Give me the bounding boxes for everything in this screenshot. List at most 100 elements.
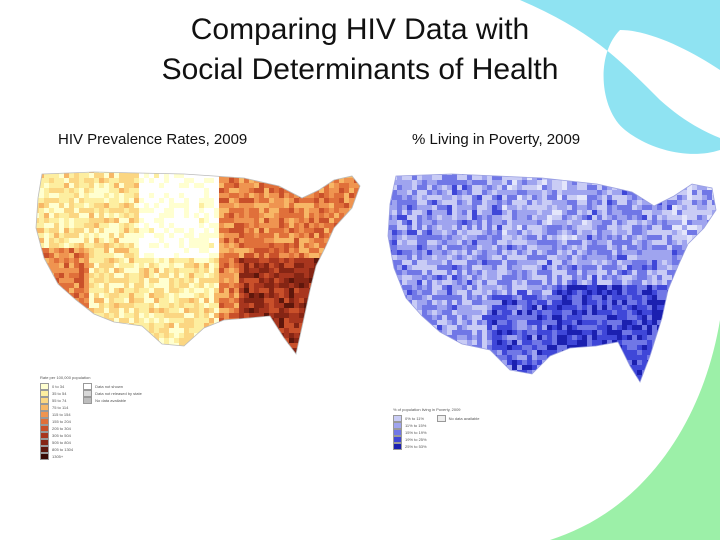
hiv-county-cell (209, 218, 214, 223)
poverty-county-cell (382, 170, 387, 175)
hiv-county-cell (344, 298, 349, 303)
hiv-county-cell (59, 348, 64, 353)
hiv-county-cell (259, 248, 264, 253)
poverty-county-cell (502, 305, 507, 310)
hiv-county-cell (154, 318, 159, 323)
poverty-county-cell (532, 320, 537, 325)
poverty-county-cell (482, 310, 487, 315)
hiv-county-cell (179, 338, 184, 343)
poverty-county-cell (417, 285, 422, 290)
hiv-county-cell (74, 273, 79, 278)
hiv-county-cell (314, 313, 319, 318)
poverty-county-cell (467, 270, 472, 275)
hiv-county-cell (264, 238, 269, 243)
hiv-county-cell (169, 193, 174, 198)
hiv-county-cell (279, 233, 284, 238)
poverty-county-cell (697, 235, 702, 240)
poverty-county-cell (512, 275, 517, 280)
hiv-county-cell (269, 328, 274, 333)
hiv-county-cell (309, 353, 314, 354)
hiv-county-cell (259, 303, 264, 308)
hiv-county-cell (169, 188, 174, 193)
poverty-county-cell (602, 195, 607, 200)
hiv-county-cell (64, 198, 69, 203)
hiv-county-cell (89, 308, 94, 313)
poverty-county-cell (457, 310, 462, 315)
poverty-county-cell (692, 300, 697, 305)
poverty-county-cell (392, 215, 397, 220)
hiv-county-cell (164, 348, 169, 353)
poverty-county-cell (482, 180, 487, 185)
poverty-county-cell (432, 310, 437, 315)
poverty-county-cell (537, 300, 542, 305)
hiv-county-cell (354, 218, 359, 223)
hiv-county-cell (124, 263, 129, 268)
hiv-county-cell (94, 263, 99, 268)
poverty-county-cell (552, 220, 557, 225)
hiv-county-cell (349, 243, 354, 248)
hiv-county-cell (154, 333, 159, 338)
hiv-county-cell (324, 283, 329, 288)
hiv-county-cell (304, 183, 309, 188)
poverty-county-cell (502, 320, 507, 325)
poverty-county-cell (388, 255, 392, 260)
hiv-county-cell (284, 208, 289, 213)
poverty-county-cell (707, 320, 712, 325)
poverty-county-cell (562, 315, 567, 320)
hiv-county-cell (109, 248, 114, 253)
hiv-county-cell (359, 288, 360, 293)
hiv-county-cell (59, 318, 64, 323)
hiv-county-cell (154, 193, 159, 198)
poverty-county-cell (547, 210, 552, 215)
hiv-county-cell (199, 283, 204, 288)
hiv-county-cell (79, 218, 84, 223)
poverty-county-cell (517, 195, 522, 200)
hiv-county-cell (284, 228, 289, 233)
hiv-county-cell (309, 323, 314, 328)
hiv-county-cell (239, 313, 244, 318)
hiv-county-cell (164, 353, 169, 354)
hiv-county-cell (104, 198, 109, 203)
hiv-county-cell (294, 308, 299, 313)
hiv-county-cell (36, 248, 39, 253)
hiv-county-cell (164, 223, 169, 228)
poverty-county-cell (517, 230, 522, 235)
poverty-county-cell (667, 174, 672, 175)
poverty-county-cell (427, 310, 432, 315)
poverty-county-cell (577, 260, 582, 265)
hiv-county-cell (279, 203, 284, 208)
hiv-county-cell (224, 353, 229, 354)
poverty-county-cell (492, 245, 497, 250)
hiv-county-cell (294, 172, 299, 173)
hiv-county-cell (264, 268, 269, 273)
poverty-county-cell (562, 205, 567, 210)
hiv-county-cell (274, 213, 279, 218)
hiv-county-cell (354, 253, 359, 258)
hiv-county-cell (244, 243, 249, 248)
poverty-county-cell (437, 230, 442, 235)
poverty-county-cell (647, 175, 652, 180)
poverty-county-cell (642, 285, 647, 290)
poverty-county-cell (482, 230, 487, 235)
poverty-county-cell (472, 320, 477, 325)
hiv-county-cell (214, 298, 219, 303)
poverty-county-cell (412, 235, 417, 240)
poverty-county-cell (557, 270, 562, 275)
hiv-county-cell (69, 303, 74, 308)
poverty-county-cell (672, 290, 677, 295)
hiv-county-cell (324, 338, 329, 343)
hiv-county-cell (36, 243, 39, 248)
hiv-county-cell (264, 303, 269, 308)
hiv-county-cell (219, 172, 224, 173)
poverty-county-cell (527, 300, 532, 305)
poverty-county-cell (557, 205, 562, 210)
hiv-county-cell (169, 283, 174, 288)
hiv-county-cell (74, 353, 79, 354)
hiv-county-cell (149, 183, 154, 188)
poverty-county-cell (562, 174, 567, 175)
poverty-county-cell (442, 310, 447, 315)
poverty-county-cell (517, 280, 522, 285)
poverty-county-cell (402, 240, 407, 245)
poverty-county-cell (452, 305, 457, 310)
poverty-county-cell (382, 195, 387, 200)
